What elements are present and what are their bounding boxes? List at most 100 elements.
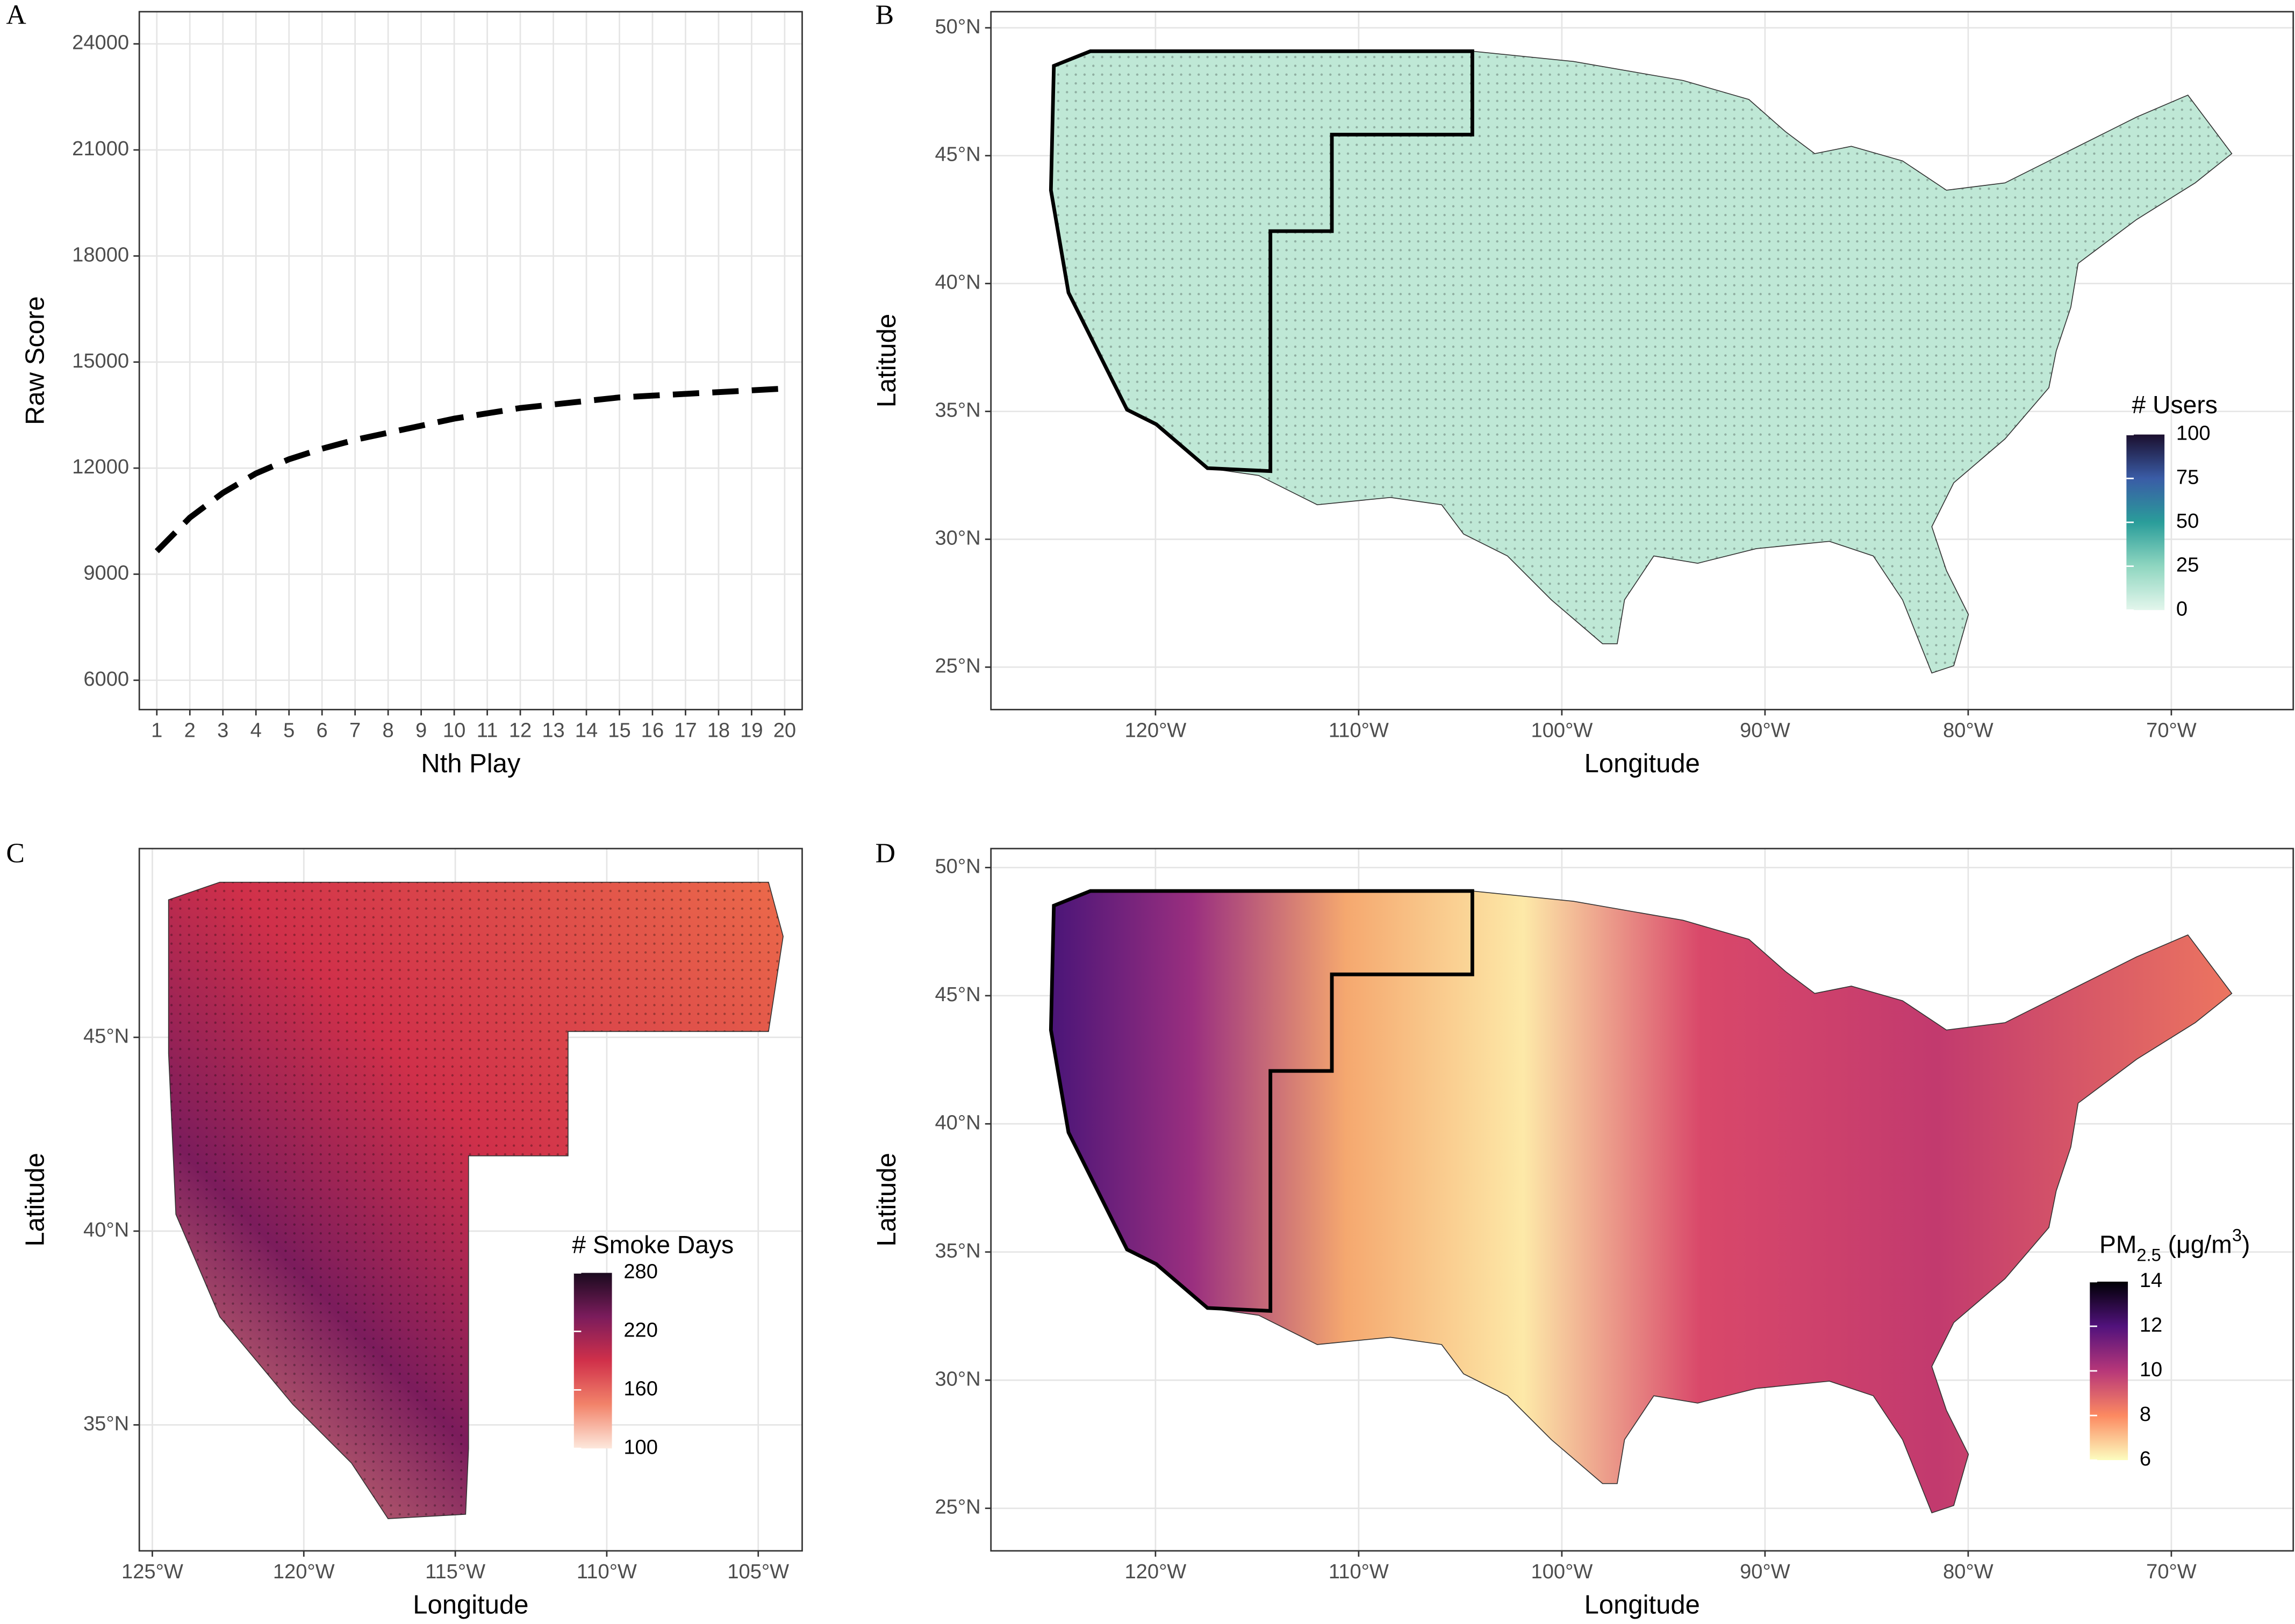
- x-tick-label: 6: [317, 719, 328, 742]
- y-axis-title: Latitude: [872, 1153, 901, 1246]
- legend-title-part: 2.5: [2136, 1245, 2161, 1265]
- x-tick-label: 14: [575, 719, 598, 742]
- x-tick-label: 100°W: [1531, 1561, 1593, 1583]
- y-tick-label: 40°N: [83, 1219, 129, 1241]
- x-axis-title: Nth Play: [421, 749, 521, 778]
- y-tick-label: 45°N: [935, 143, 980, 166]
- x-tick-label: 11: [477, 719, 498, 742]
- y-tick-label: 15000: [72, 350, 129, 372]
- x-tick-label: 100°W: [1531, 719, 1593, 742]
- legend-title: # Users: [2132, 391, 2218, 419]
- colorbar-label: 0: [2176, 598, 2188, 620]
- y-tick-label: 50°N: [935, 855, 980, 878]
- colorbar-label: 10: [2140, 1359, 2162, 1381]
- x-tick-label: 9: [415, 719, 427, 742]
- x-tick-label: 18: [707, 719, 730, 742]
- x-tick-label: 90°W: [1740, 1561, 1790, 1583]
- y-tick-label: 9000: [83, 562, 129, 585]
- x-tick-label: 16: [641, 719, 664, 742]
- y-tick-label: 50°N: [935, 16, 980, 38]
- plot-frame: [990, 11, 2294, 710]
- x-tick-label: 13: [542, 719, 564, 742]
- x-tick-label: 2: [184, 719, 196, 742]
- legend-title-part: 3: [2232, 1225, 2242, 1245]
- x-tick-label: 110°W: [577, 1561, 637, 1583]
- legend-title-part: (μg/m: [2161, 1231, 2232, 1259]
- x-tick-label: 120°W: [273, 1561, 335, 1583]
- x-tick-label: 120°W: [1124, 719, 1186, 742]
- x-tick-label: 19: [740, 719, 763, 742]
- x-tick-label: 20: [773, 719, 796, 742]
- x-tick-label: 70°W: [2146, 1561, 2197, 1583]
- y-axis-title: Latitude: [872, 314, 901, 407]
- x-tick-label: 120°W: [1124, 1561, 1186, 1583]
- x-tick-label: 8: [383, 719, 394, 742]
- colorbar-label: 25: [2176, 554, 2199, 577]
- y-axis-title: Raw Score: [21, 296, 50, 425]
- legend-title: # Smoke Days: [572, 1231, 734, 1259]
- west-map-missing: [168, 882, 784, 1519]
- x-axis-title: Longitude: [413, 1590, 528, 1619]
- x-tick-label: 110°W: [1329, 719, 1389, 742]
- colorbar-label: 14: [2140, 1269, 2162, 1292]
- colorbar-label: 75: [2176, 466, 2199, 488]
- panel-label: B: [876, 0, 894, 31]
- x-tick-label: 90°W: [1740, 719, 1790, 742]
- y-tick-label: 35°N: [935, 399, 980, 422]
- y-tick-label: 12000: [72, 456, 129, 478]
- y-tick-label: 30°N: [935, 1368, 980, 1390]
- y-tick-label: 35°N: [935, 1240, 980, 1262]
- colorbar: [573, 1273, 612, 1449]
- y-tick-label: 40°N: [935, 1111, 980, 1134]
- x-tick-label: 15: [608, 719, 630, 742]
- colorbar-label: 6: [2140, 1448, 2151, 1470]
- y-tick-label: 21000: [72, 138, 129, 160]
- x-tick-label: 3: [217, 719, 228, 742]
- colorbar-label: 12: [2140, 1314, 2162, 1336]
- x-tick-label: 115°W: [425, 1561, 485, 1583]
- colorbar-label: 8: [2140, 1403, 2151, 1426]
- colorbar-label: 100: [2176, 422, 2211, 445]
- mean-line: [154, 385, 785, 554]
- colorbar-label: 280: [623, 1261, 658, 1283]
- panel-label: C: [6, 838, 25, 869]
- y-tick-label: 25°N: [935, 1496, 980, 1519]
- map-shapes: [168, 51, 2233, 1519]
- plot-frame: [990, 847, 2294, 1552]
- x-tick-label: 80°W: [1943, 1561, 1993, 1583]
- legend-title-part: ): [2242, 1231, 2250, 1259]
- x-tick-label: 12: [509, 719, 532, 742]
- colorbar-label: 220: [623, 1319, 658, 1342]
- panel-label: A: [6, 0, 26, 31]
- x-tick-label: 110°W: [1329, 1561, 1389, 1583]
- x-tick-label: 1: [151, 719, 162, 742]
- plot-frame: [138, 11, 803, 710]
- x-axis-title: Longitude: [1584, 749, 1700, 778]
- x-tick-label: 70°W: [2146, 719, 2197, 742]
- x-tick-label: 4: [250, 719, 262, 742]
- y-tick-label: 35°N: [83, 1413, 129, 1435]
- colorbar-label: 160: [623, 1377, 658, 1400]
- chart-layer: A1 2 3 4 5 6 7 8 9 10 11 12 13 14 15 16 17 18 19 2060009000…: [6, 0, 2294, 1619]
- x-tick-label: 5: [283, 719, 295, 742]
- x-tick-label: 17: [674, 719, 697, 742]
- legend-title-part: PM: [2099, 1231, 2136, 1259]
- x-tick-label: 10: [443, 719, 465, 742]
- y-axis-title: Latitude: [21, 1153, 50, 1246]
- x-tick-label: 7: [349, 719, 361, 742]
- y-tick-label: 40°N: [935, 271, 980, 294]
- x-tick-label: 125°W: [121, 1561, 183, 1583]
- y-tick-label: 18000: [72, 243, 129, 266]
- y-tick-label: 30°N: [935, 527, 980, 550]
- y-tick-label: 45°N: [83, 1025, 129, 1047]
- y-tick-label: 45°N: [935, 983, 980, 1006]
- panel-label: D: [876, 838, 895, 869]
- colorbar-label: 50: [2176, 510, 2199, 533]
- y-tick-label: 6000: [83, 668, 129, 691]
- colorbar-label: 100: [623, 1436, 658, 1458]
- x-tick-label: 105°W: [727, 1561, 789, 1583]
- y-tick-label: 24000: [72, 32, 129, 54]
- y-tick-label: 25°N: [935, 655, 980, 677]
- legend-title: PM2.5 (μg/m3): [2099, 1225, 2250, 1265]
